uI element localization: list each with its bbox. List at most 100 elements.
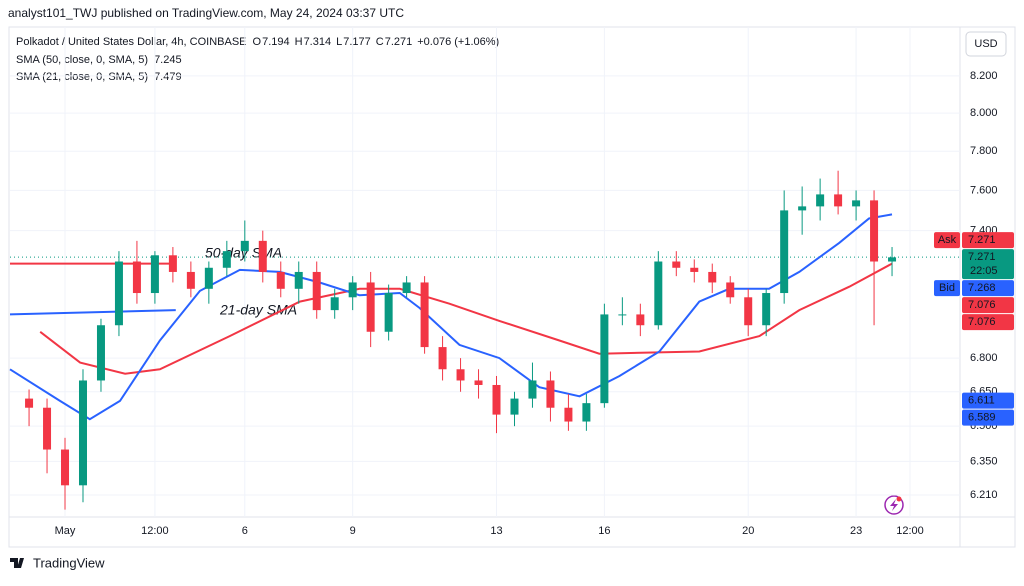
- price-label-box: [962, 280, 1014, 297]
- candle-body: [870, 200, 879, 262]
- currency[interactable]: USD: [974, 38, 997, 50]
- candle-body: [114, 261, 123, 326]
- candle-body: [420, 282, 429, 348]
- price-label-sub: 22:05: [970, 265, 998, 277]
- x-tick-label: 13: [490, 525, 502, 537]
- candle-body: [564, 407, 573, 422]
- candle-body: [330, 297, 339, 311]
- candle-body: [402, 282, 411, 294]
- legend-entry: SMA (50, close, 0, SMA, 5): [16, 54, 148, 66]
- x-tick-label: 20: [742, 525, 754, 537]
- candle-body: [510, 398, 519, 415]
- sma-line: [39, 262, 893, 375]
- price-label: 7.271: [968, 234, 996, 246]
- price-label: 7.076: [968, 316, 996, 328]
- candle-body: [600, 314, 609, 404]
- symbol: Polkadot / United States Dollar, 4h, COI…: [16, 36, 247, 48]
- price-label: 6.589: [968, 412, 996, 424]
- brand: [10, 558, 24, 568]
- y-tick-label: 6.350: [970, 455, 998, 467]
- x-tick-label: 9: [350, 525, 356, 537]
- candle-body: [312, 271, 321, 311]
- x-tick-label: 6: [242, 525, 248, 537]
- x-tick-label: 12:00: [896, 525, 924, 537]
- candle-body: [61, 449, 70, 486]
- price-label: 7.271: [968, 251, 996, 263]
- candle-body: [474, 380, 483, 385]
- currency-button[interactable]: [965, 31, 1007, 57]
- candle-body: [150, 255, 159, 294]
- candle-body: [708, 271, 717, 283]
- ohlc-label: C: [376, 36, 384, 48]
- candle-body: [186, 271, 195, 289]
- candle-body: [348, 282, 357, 298]
- price-label-box: [962, 232, 1014, 249]
- trendline: [9, 309, 176, 316]
- candle-body: [222, 251, 231, 268]
- candle-body: [636, 314, 645, 326]
- y-tick-label: 8.200: [970, 70, 998, 82]
- price-label-box: [962, 314, 1014, 331]
- x-tick-label: 12:00: [141, 525, 169, 537]
- candle-body: [294, 271, 303, 289]
- legend-value: 7.245: [154, 54, 182, 66]
- ohlc-label: H: [295, 36, 303, 48]
- flash-icon[interactable]: [884, 495, 904, 515]
- candle-body: [78, 380, 87, 486]
- candle-body: [438, 347, 447, 370]
- candle-body: [25, 398, 34, 408]
- x-tick-label: May: [55, 525, 76, 537]
- candle-body: [240, 240, 249, 252]
- candle-body: [258, 240, 267, 272]
- ohlc-value: 7.314: [304, 36, 332, 48]
- candle-body: [96, 325, 105, 381]
- candle-body: [204, 267, 213, 289]
- ohlc-label: O: [253, 36, 262, 48]
- price-label-box: [962, 392, 1014, 409]
- candle-body: [384, 293, 393, 332]
- candle-body: [672, 261, 681, 268]
- x-tick-label: 23: [850, 525, 862, 537]
- price-tag: Bid: [939, 282, 955, 294]
- legend-entry: SMA (21, close, 0, SMA, 5): [16, 71, 148, 83]
- price-tag-box: [934, 280, 960, 297]
- y-tick-label: 7.600: [970, 184, 998, 196]
- candle-body: [834, 194, 843, 207]
- x-tick-label: 16: [598, 525, 610, 537]
- candle-body: [492, 384, 501, 415]
- legend: Polkadot / United States Dollar, 4h, COI…: [16, 36, 499, 83]
- price-label-box: [962, 409, 1014, 426]
- candle-body: [456, 369, 465, 381]
- candle-body: [276, 271, 285, 289]
- candle-body: [528, 380, 537, 399]
- candle-body: [366, 282, 375, 332]
- candle-body: [798, 206, 807, 211]
- price-label: 6.611: [968, 395, 995, 407]
- candle-body: [618, 314, 627, 316]
- footer-brand: TradingView: [33, 555, 105, 570]
- candle-body: [762, 293, 771, 326]
- price-label-box: [962, 297, 1014, 314]
- ohlc-value: 7.177: [343, 36, 371, 48]
- candle-body: [726, 282, 735, 298]
- y-tick-label: 6.800: [970, 352, 998, 364]
- candle-body: [582, 403, 591, 422]
- price-label: 7.268: [968, 282, 996, 294]
- y-tick-label: 7.800: [970, 145, 998, 157]
- candle-body: [132, 261, 141, 294]
- publisher: analyst101_TWJ published on TradingView.…: [8, 6, 404, 20]
- candle-body: [654, 261, 663, 326]
- candle-body: [888, 257, 897, 262]
- ohlc-value: 7.194: [262, 36, 290, 48]
- candle-body: [43, 407, 52, 450]
- frame: [8, 26, 1016, 548]
- price-tag-box: [934, 232, 960, 249]
- price-tag: Ask: [938, 234, 957, 246]
- candle-body: [690, 267, 699, 272]
- ohlc-label: L: [336, 36, 342, 48]
- candle-body: [816, 194, 825, 207]
- change: +0.076 (+1.06%): [417, 36, 499, 48]
- sma-line: [9, 213, 893, 421]
